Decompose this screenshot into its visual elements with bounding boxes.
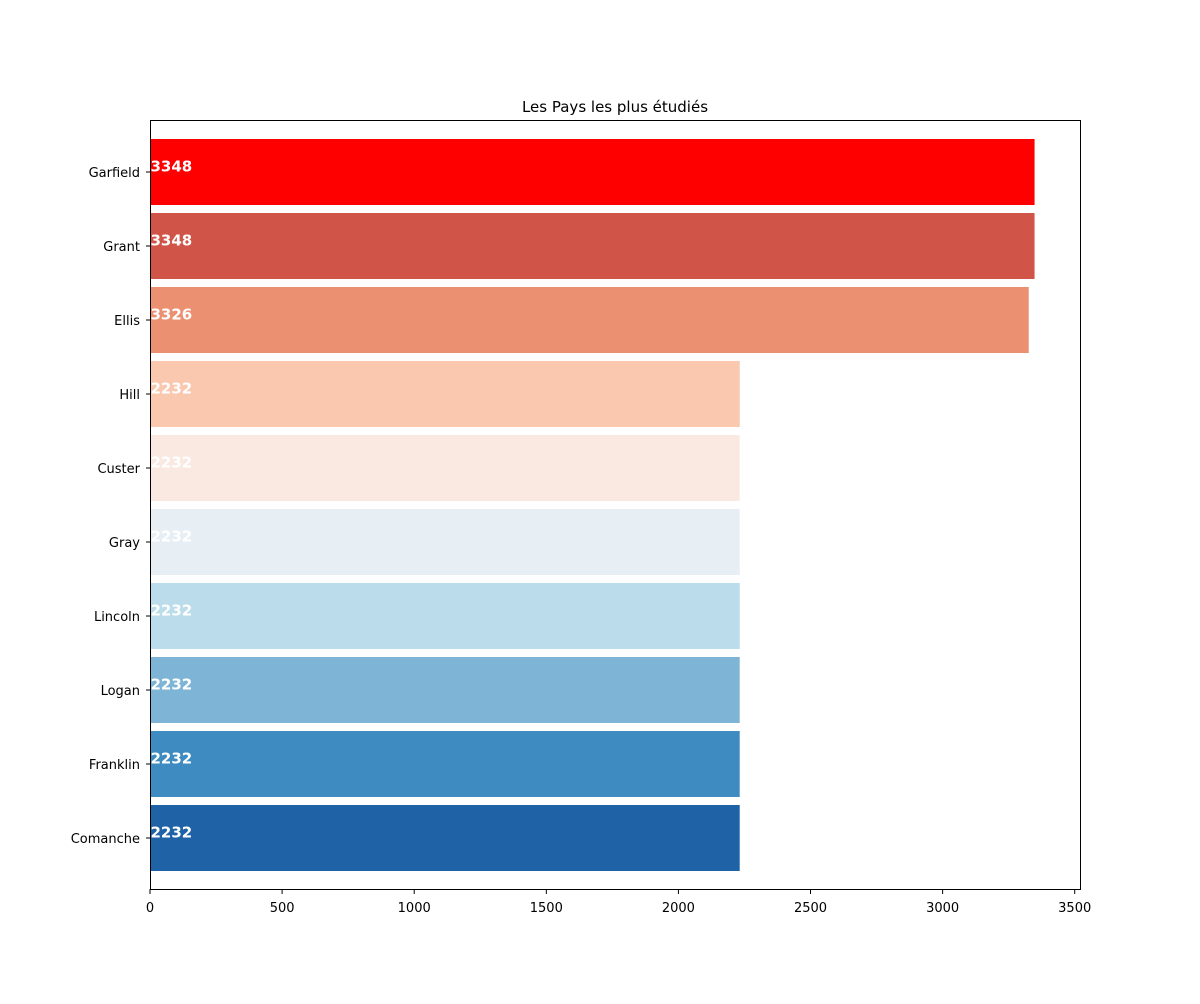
data-label-ellis: 3326 [151,306,193,324]
data-label-logan: 2232 [151,676,193,694]
bar-comanche [150,805,740,871]
x-tick-label: 2500 [794,901,827,916]
bars-layer [150,139,1035,871]
x-axis: 0 500 1000 1500 2000 2500 3000 3500 [146,889,1091,916]
data-label-gray: 2232 [151,528,193,546]
data-labels-layer: 3348 3348 3326 2232 2232 2232 2232 2232 2232 2232 [151,158,193,842]
x-tick-label: 0 [146,901,154,916]
data-label-custer: 2232 [151,454,193,472]
x-tick-label: 1000 [398,901,431,916]
y-tick-label: Ellis [114,314,140,329]
bar-gray [150,509,740,575]
bar-garfield [150,139,1035,205]
data-label-comanche: 2232 [151,824,193,842]
bar-custer [150,435,740,501]
chart-title: Les Pays les plus étudiés [522,98,708,116]
data-label-grant: 3348 [151,232,193,250]
y-tick-label: Comanche [71,832,140,847]
bar-ellis [150,287,1029,353]
data-label-garfield: 3348 [151,158,193,176]
y-tick-label: Custer [97,462,140,477]
data-label-lincoln: 2232 [151,602,193,620]
y-tick-label: Logan [101,684,140,699]
y-tick-label: Lincoln [94,610,140,625]
x-tick-label: 3000 [926,901,959,916]
bar-franklin [150,731,740,797]
data-label-hill: 2232 [151,380,193,398]
y-tick-label: Hill [119,388,140,403]
y-tick-label: Franklin [89,758,140,773]
x-tick-label: 1500 [530,901,563,916]
bar-grant [150,213,1035,279]
y-axis: Garfield Grant Ellis Hill Custer Gray Lincoln L… [71,166,150,847]
x-tick-label: 2000 [662,901,695,916]
data-label-franklin: 2232 [151,750,193,768]
bar-hill [150,361,740,427]
x-tick-label: 500 [270,901,295,916]
bar-logan [150,657,740,723]
x-tick-label: 3500 [1058,901,1091,916]
y-tick-label: Grant [103,240,140,255]
bar-lincoln [150,583,740,649]
y-tick-label: Gray [109,536,140,551]
plot-frame [150,120,1081,890]
y-tick-label: Garfield [89,166,140,181]
